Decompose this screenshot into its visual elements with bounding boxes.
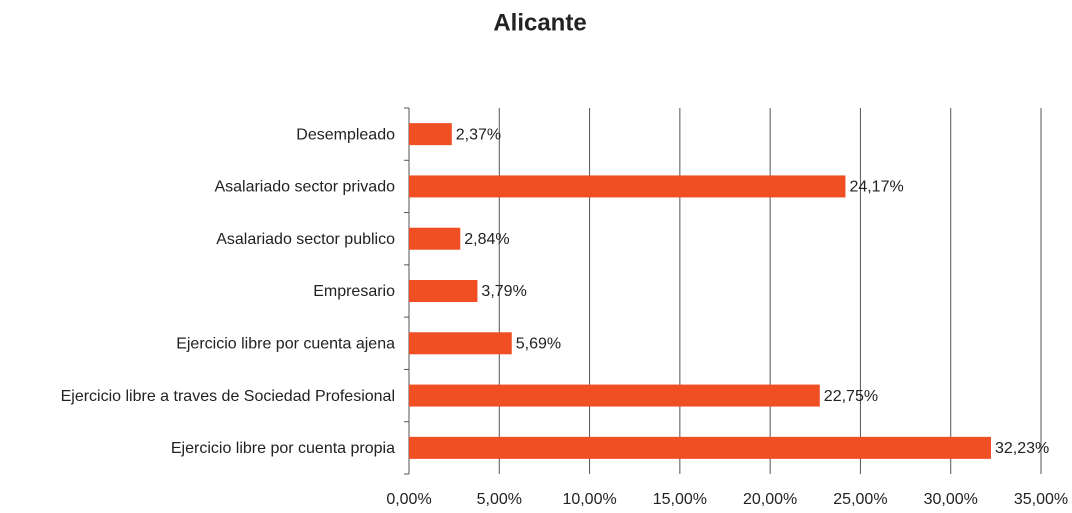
x-tick-label: 20,00% (743, 491, 797, 508)
x-tick-label: 25,00% (833, 491, 887, 508)
value-label: 3,79% (481, 283, 526, 300)
x-tick-label: 15,00% (653, 491, 707, 508)
y-tick-label: Empresario (313, 283, 395, 300)
x-tick-label: 5,00% (477, 491, 522, 508)
bar (409, 436, 991, 459)
value-label: 22,75% (824, 388, 878, 405)
value-label: 2,84% (464, 231, 509, 248)
x-tick-label: 10,00% (562, 491, 616, 508)
value-label: 5,69% (516, 336, 561, 353)
x-tick-label: 30,00% (924, 491, 978, 508)
bar (409, 175, 846, 198)
y-tick-label: Asalariado sector privado (214, 179, 395, 196)
value-label: 32,23% (995, 440, 1049, 457)
bar (409, 227, 461, 250)
value-label: 24,17% (849, 179, 903, 196)
x-tick-label: 35,00% (1014, 491, 1068, 508)
bar (409, 123, 452, 146)
y-tick-label: Ejercicio libre por cuenta propia (171, 440, 395, 457)
y-tick-label: Desempleado (296, 126, 395, 143)
y-tick-label: Ejercicio libre a traves de Sociedad Pro… (61, 388, 395, 405)
bar (409, 384, 820, 407)
chart-title: Alicante (493, 9, 586, 36)
bar (409, 332, 512, 355)
y-tick-label: Ejercicio libre por cuenta ajena (176, 336, 395, 353)
x-tick-label: 0,00% (386, 491, 431, 508)
value-label: 2,37% (456, 126, 501, 143)
y-tick-label: Asalariado sector publico (216, 231, 395, 248)
bar (409, 280, 478, 302)
